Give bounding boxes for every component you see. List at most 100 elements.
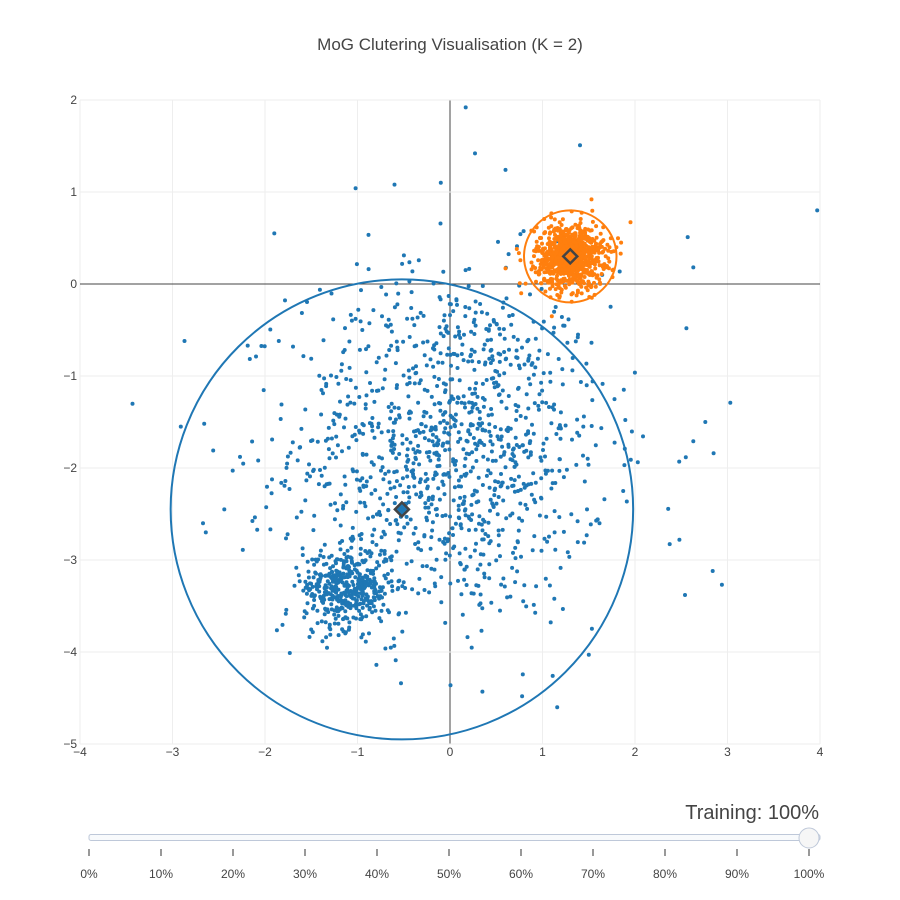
data-point [402,525,407,530]
data-point [388,322,393,327]
data-point [595,246,600,251]
data-point [388,486,393,491]
data-point [485,311,490,316]
data-point [460,342,465,347]
data-point [524,604,529,609]
data-point [685,235,690,240]
data-point [553,258,558,263]
data-point [550,468,555,473]
data-point [667,542,672,547]
data-point [500,305,505,310]
data-point [456,332,461,337]
data-point [304,478,309,483]
data-point [574,462,579,467]
data-point [354,477,359,482]
data-point [363,639,368,644]
data-point [527,353,532,358]
slider-rail[interactable] [88,834,821,841]
data-point [467,266,472,271]
data-point [382,532,387,537]
data-point [382,377,387,382]
data-point [365,551,370,555]
data-point [342,474,347,479]
data-point [522,362,527,367]
data-point [284,465,289,470]
data-point [540,400,545,405]
data-point [389,443,394,448]
data-point [500,388,505,393]
data-point [404,514,409,519]
data-point [323,620,328,625]
data-point [564,271,569,276]
data-point [574,278,579,283]
data-point [584,383,589,388]
data-point [530,361,535,366]
data-point [310,630,315,635]
grid-lines [79,99,821,745]
data-point [533,610,538,615]
training-slider[interactable]: 0% 10% 20% 30% 40% 50% 60% 70% 80% 90% 100% [80,827,825,881]
data-point [247,357,252,361]
data-point [255,527,260,532]
data-point [478,592,483,597]
data-point [523,281,528,286]
data-point [335,574,339,579]
data-point [330,451,335,456]
data-point [395,302,400,307]
data-point [490,358,495,362]
data-point [310,557,315,562]
data-point [462,508,467,513]
data-point [589,197,594,202]
data-point [498,352,503,357]
data-point [391,636,396,641]
data-point [587,295,592,299]
data-point [364,370,369,375]
data-point [497,373,502,378]
data-point [305,601,310,606]
data-point [335,443,340,448]
data-point [432,402,437,407]
data-point [592,280,596,285]
data-point [416,443,421,448]
data-point [518,232,523,237]
data-point [580,254,585,259]
data-point [317,287,322,292]
data-point [513,556,518,561]
data-point [462,464,467,468]
data-point [426,498,431,502]
data-point [392,305,397,310]
slider-handle[interactable] [798,827,820,849]
data-point [543,468,548,473]
data-point [607,259,612,264]
data-point [492,493,497,498]
data-point [531,319,536,324]
data-point [481,347,486,352]
data-point [340,449,344,454]
data-point [554,236,559,241]
data-point [544,436,549,441]
data-point [438,331,443,336]
data-point [312,513,317,518]
data-point [522,583,527,588]
data-point [553,305,558,309]
data-point [285,461,290,466]
data-point [416,258,421,263]
data-point [316,581,321,586]
data-point [400,441,405,446]
data-point [437,537,442,542]
data-point [478,552,483,557]
data-point [606,248,611,253]
data-point [396,586,401,590]
data-point [504,356,509,361]
data-point [392,485,397,490]
data-point [322,465,327,470]
data-point [337,607,342,611]
data-point [550,281,555,286]
data-point [559,278,563,283]
data-point [324,381,329,386]
x-tick-label: −3 [166,745,180,759]
data-point [342,552,347,556]
data-point [414,428,419,433]
data-point [382,549,387,553]
data-point [327,456,332,461]
